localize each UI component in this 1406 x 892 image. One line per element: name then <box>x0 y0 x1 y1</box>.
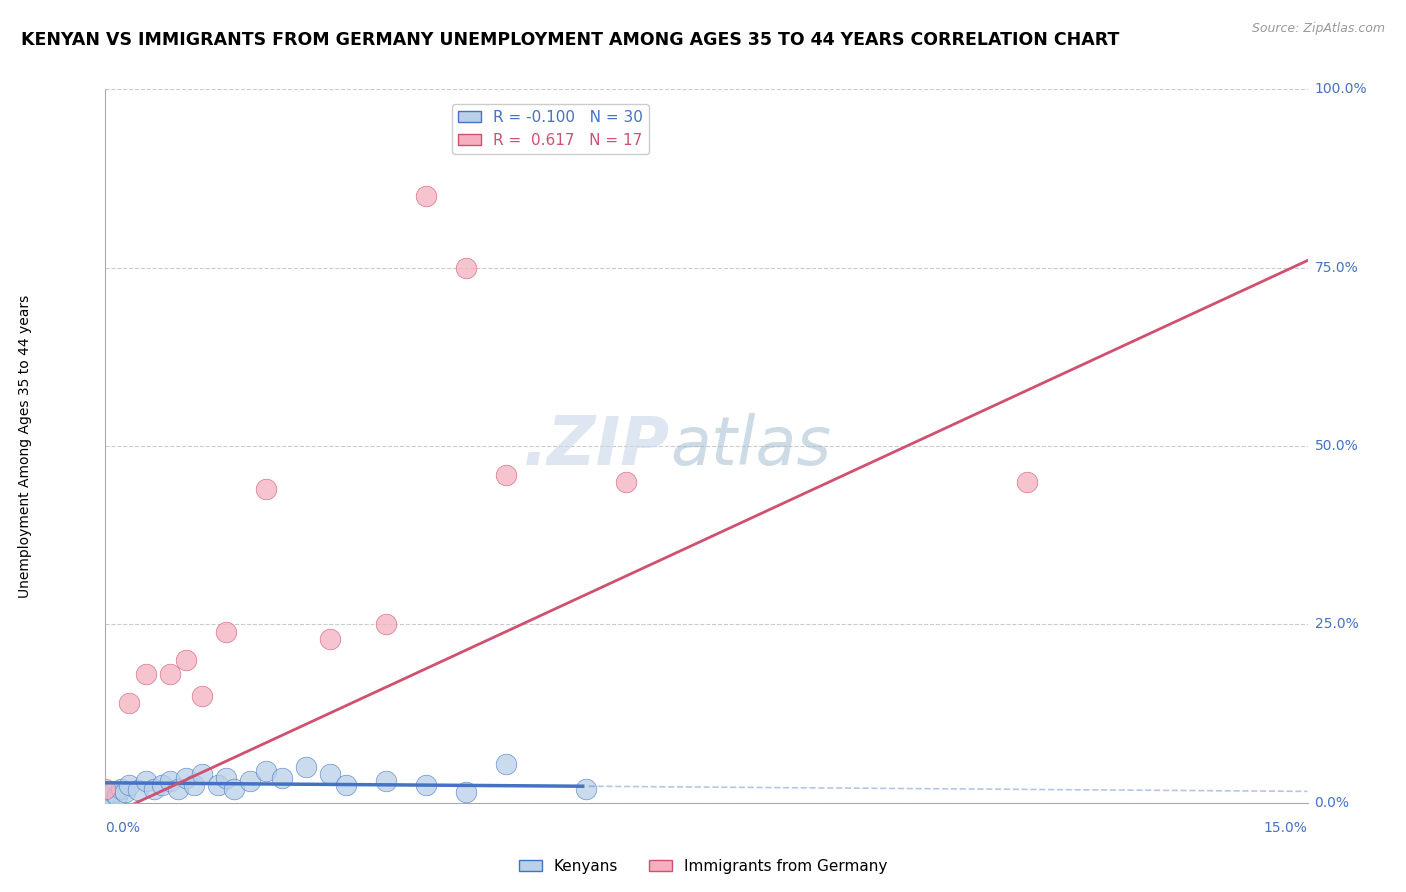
Point <box>142 781 165 796</box>
Point <box>456 785 478 799</box>
Point <box>174 771 197 785</box>
Point <box>415 778 437 792</box>
Point <box>214 771 236 785</box>
Point <box>190 689 212 703</box>
Text: 100.0%: 100.0% <box>1315 82 1367 96</box>
Legend: Kenyans, Immigrants from Germany: Kenyans, Immigrants from Germany <box>513 853 893 880</box>
Point <box>159 667 181 681</box>
Point <box>118 778 141 792</box>
Point <box>207 778 229 792</box>
Point <box>110 781 132 796</box>
Point <box>107 789 129 803</box>
Point <box>150 778 173 792</box>
Point <box>374 774 396 789</box>
Point <box>94 789 117 803</box>
Text: 15.0%: 15.0% <box>1264 821 1308 835</box>
Point <box>98 792 121 806</box>
Text: Source: ZipAtlas.com: Source: ZipAtlas.com <box>1251 22 1385 36</box>
Point <box>1015 475 1038 489</box>
Text: KENYAN VS IMMIGRANTS FROM GERMANY UNEMPLOYMENT AMONG AGES 35 TO 44 YEARS CORRELA: KENYAN VS IMMIGRANTS FROM GERMANY UNEMPL… <box>21 31 1119 49</box>
Point <box>174 653 197 667</box>
Point <box>239 774 262 789</box>
Point <box>495 756 517 771</box>
Point <box>254 764 277 778</box>
Point <box>103 785 125 799</box>
Text: 75.0%: 75.0% <box>1315 260 1358 275</box>
Text: atlas: atlas <box>671 413 831 479</box>
Point <box>214 624 236 639</box>
Point <box>183 778 205 792</box>
Point <box>319 632 342 646</box>
Point <box>190 767 212 781</box>
Point <box>319 767 342 781</box>
Point <box>575 781 598 796</box>
Text: 50.0%: 50.0% <box>1315 439 1358 453</box>
Point <box>159 774 181 789</box>
Point <box>135 774 157 789</box>
Point <box>495 467 517 482</box>
Text: .ZIP: .ZIP <box>523 413 671 479</box>
Point <box>415 189 437 203</box>
Point <box>456 260 478 275</box>
Text: 0.0%: 0.0% <box>105 821 141 835</box>
Legend: R = -0.100   N = 30, R =  0.617   N = 17: R = -0.100 N = 30, R = 0.617 N = 17 <box>451 104 648 153</box>
Point <box>374 617 396 632</box>
Point <box>114 785 136 799</box>
Point <box>295 760 318 774</box>
Point <box>335 778 357 792</box>
Point <box>254 482 277 496</box>
Point <box>118 696 141 710</box>
Text: 25.0%: 25.0% <box>1315 617 1358 632</box>
Point <box>222 781 245 796</box>
Point <box>127 783 149 797</box>
Point <box>270 771 292 785</box>
Text: Unemployment Among Ages 35 to 44 years: Unemployment Among Ages 35 to 44 years <box>18 294 32 598</box>
Point <box>616 475 638 489</box>
Text: 0.0%: 0.0% <box>1315 796 1350 810</box>
Point <box>135 667 157 681</box>
Point <box>94 781 117 796</box>
Point <box>166 781 188 796</box>
